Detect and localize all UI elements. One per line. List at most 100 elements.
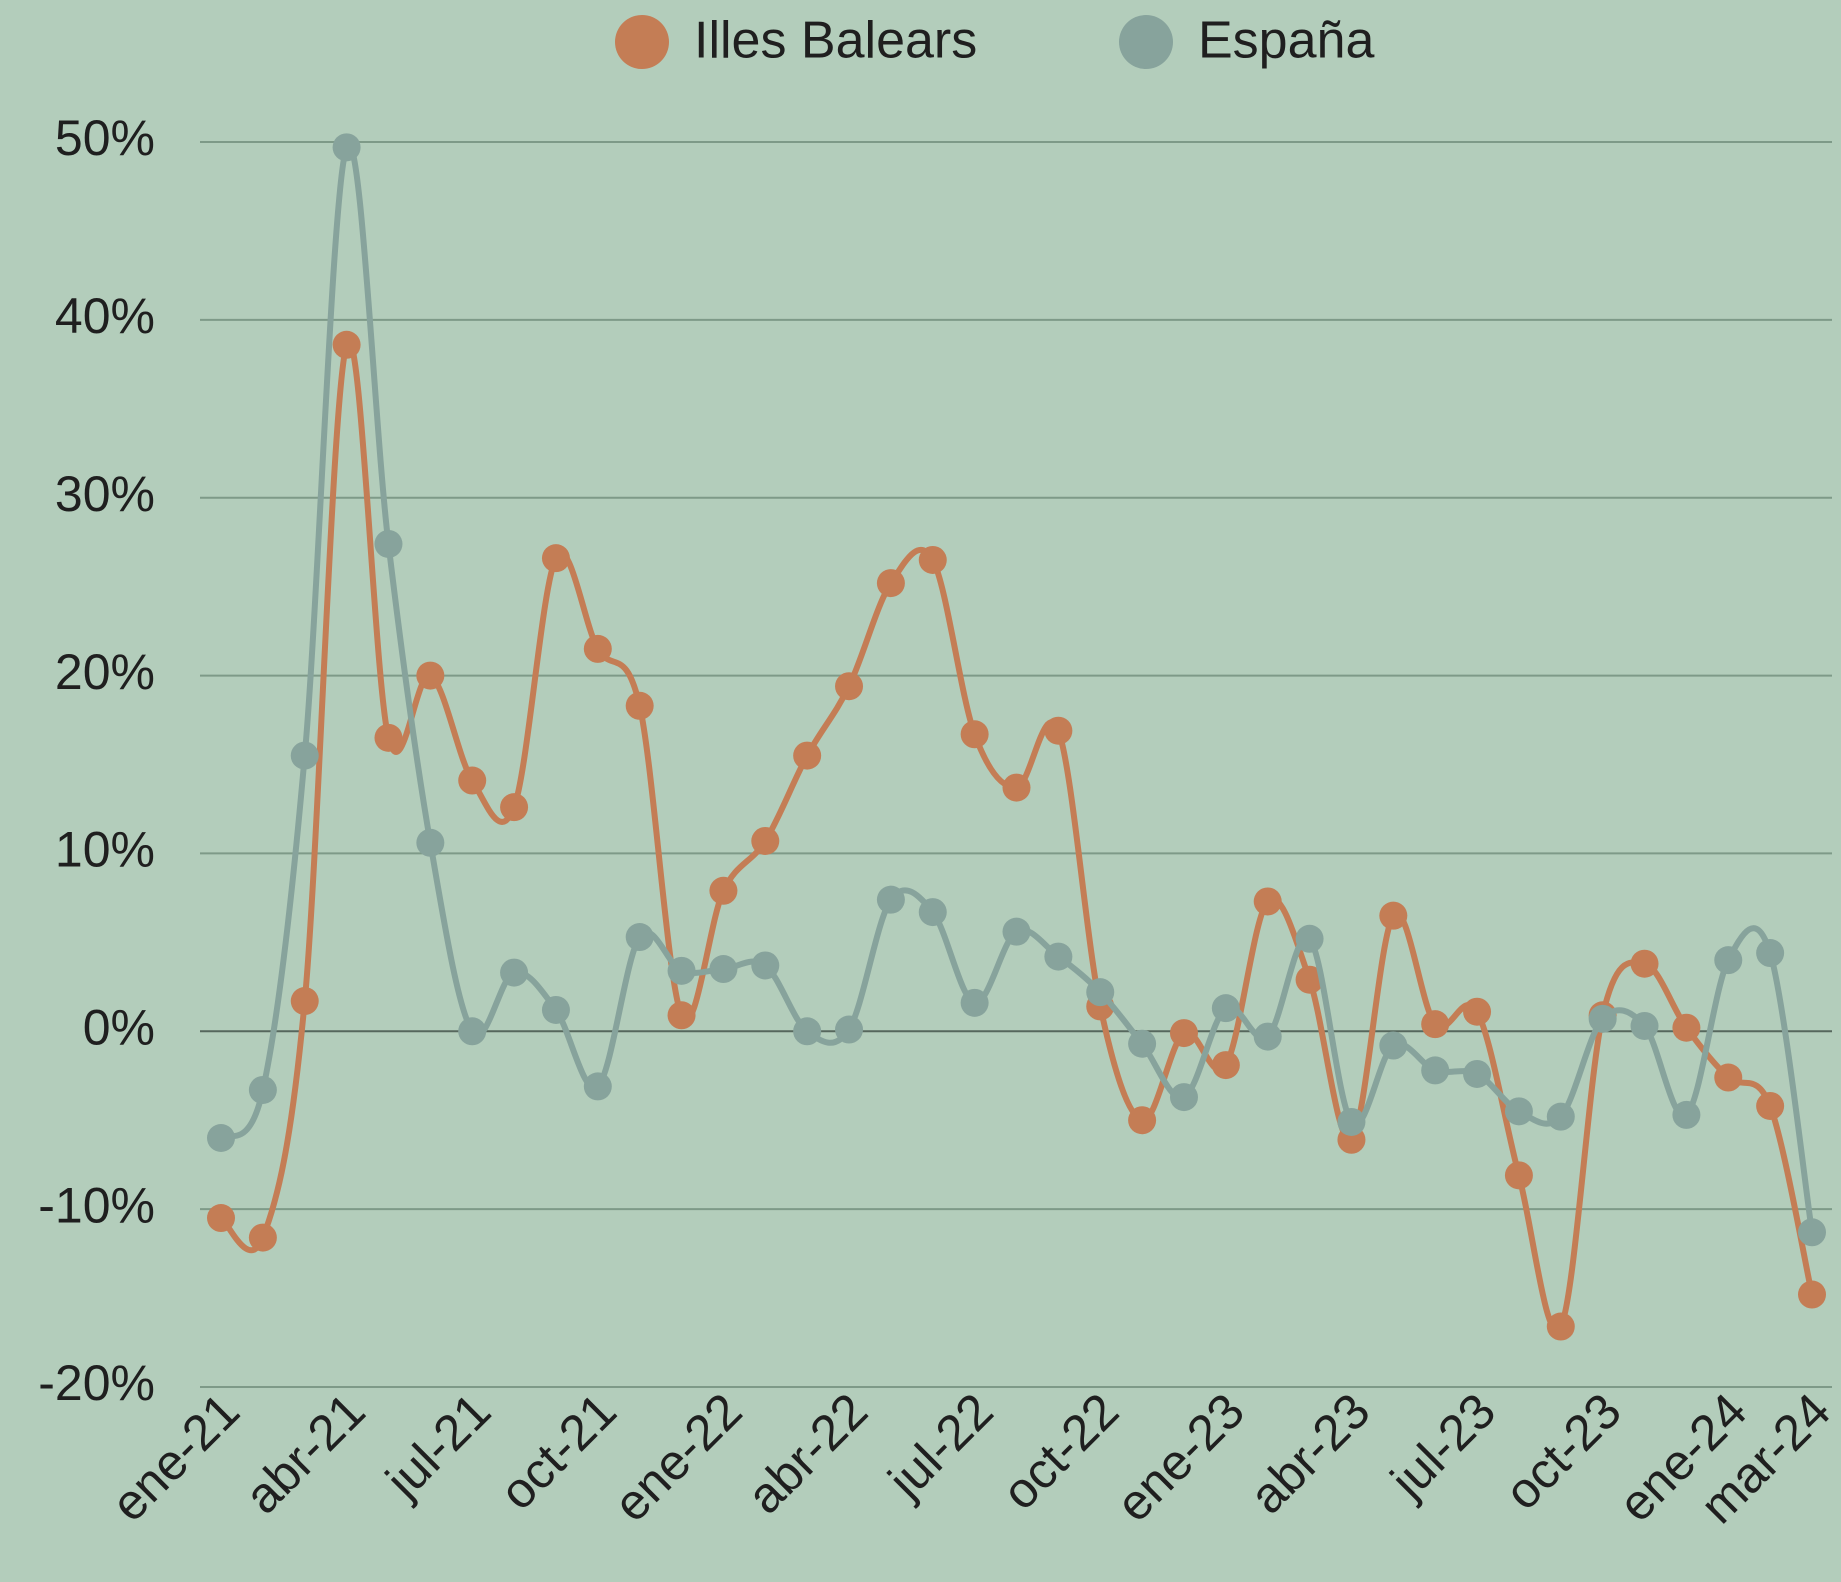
data-point [1086,978,1115,1007]
data-point [207,1204,235,1233]
data-point [1421,1056,1450,1085]
data-point [751,826,780,855]
legend-label: Illes Balears [694,12,977,70]
x-tick-label: oct-22 [991,1383,1129,1521]
data-point [876,569,905,598]
y-tick-label: 50% [55,110,155,166]
y-tick-label: 10% [55,822,155,878]
data-point [1630,949,1659,978]
x-tick-label: abr-21 [234,1383,376,1525]
data-point [1714,946,1743,975]
data-point [1463,1059,1492,1088]
data-point [332,330,361,359]
x-tick-label: jul-21 [374,1383,501,1510]
x-tick-label: abr-23 [1239,1383,1381,1525]
data-point [500,958,529,987]
y-tick-label: 40% [55,288,155,344]
data-point [1504,1097,1533,1126]
data-point [1337,1107,1366,1136]
data-point [1672,1013,1701,1042]
data-point [500,793,529,822]
data-point [1756,939,1785,968]
data-point [1253,887,1282,916]
data-point [583,634,612,663]
data-point [1295,924,1324,953]
data-point [1546,1102,1575,1131]
data-point [583,1072,612,1101]
data-point [709,955,738,984]
data-point [835,1015,864,1044]
data-point [248,1223,277,1252]
x-tick-label: oct-23 [1494,1383,1632,1521]
legend-marker [615,15,669,69]
data-point [541,995,570,1024]
data-point [793,741,822,770]
y-tick-label: -10% [38,1177,155,1233]
data-point [1463,997,1492,1026]
data-point [918,545,947,574]
x-tick-label: jul-22 [876,1383,1003,1510]
data-point [541,544,570,573]
data-point [248,1075,277,1104]
data-point [1546,1312,1575,1341]
data-point [1421,1010,1450,1039]
x-tick-label: jul-23 [1379,1383,1506,1510]
series-line [219,338,1815,1333]
data-point [1002,917,1031,946]
y-tick-label: 20% [55,644,155,700]
data-point [1672,1100,1701,1129]
data-point [332,133,361,162]
data-point [416,828,445,857]
data-point [1169,1019,1198,1048]
data-point [290,741,319,770]
data-point [207,1124,235,1152]
legend-label: España [1198,12,1374,70]
data-point [1211,994,1240,1023]
data-point [1044,942,1073,971]
data-point [1128,1029,1157,1058]
series-line [218,141,1815,1233]
data-point [1588,1004,1617,1033]
data-point [1630,1011,1659,1040]
data-point [876,885,905,914]
legend-marker [1119,15,1173,69]
data-point [1253,1022,1282,1051]
data-point [1128,1106,1157,1135]
data-point [751,951,780,980]
y-tick-label: -20% [38,1355,155,1411]
data-point [374,723,403,752]
data-point [1211,1051,1240,1080]
data-point [1714,1063,1743,1092]
data-point [1798,1218,1826,1247]
data-point [1504,1161,1533,1190]
data-point [960,720,989,749]
data-point [960,988,989,1017]
x-tick-label: ene-23 [1105,1383,1255,1533]
data-point [1295,965,1324,994]
data-point [458,766,487,795]
data-point [835,672,864,701]
data-point [458,1017,487,1046]
x-tick-label: abr-22 [736,1383,878,1525]
data-point [1169,1083,1198,1112]
data-point [918,898,947,927]
data-point [416,661,445,690]
data-point [1002,773,1031,802]
data-point [625,691,654,720]
data-point [374,529,403,558]
x-tick-label: oct-21 [489,1383,627,1521]
data-point [709,876,738,905]
y-tick-label: 0% [83,999,155,1055]
data-point [625,923,654,952]
data-point [1044,716,1073,745]
data-point [793,1017,822,1046]
data-point [1379,901,1408,930]
data-point [1756,1091,1785,1120]
data-point [667,1001,696,1030]
x-tick-label: ene-22 [603,1383,753,1533]
y-tick-label: 30% [55,466,155,522]
data-point [290,987,319,1016]
data-point [1798,1280,1826,1309]
data-point [667,956,696,985]
